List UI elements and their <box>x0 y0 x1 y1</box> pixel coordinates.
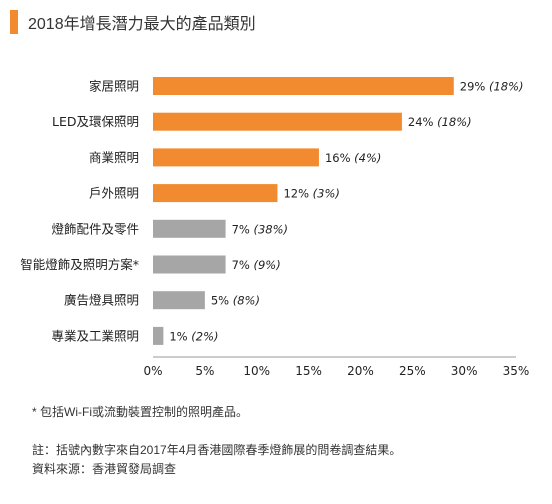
bar <box>153 77 454 95</box>
footnote: * 包括Wi-Fi或流動裝置控制的照明產品。 <box>32 405 248 419</box>
x-tick-label: 30% <box>451 364 478 378</box>
data-label: 7% (9%) <box>232 258 281 272</box>
x-tick-label: 10% <box>243 364 270 378</box>
bar-chart: 家居照明 29% (18%) LED及環保照明 24% (18%) 商業照明 16% (4… <box>20 77 530 378</box>
source-text: 資料來源：香港貿發局調查 <box>32 462 177 476</box>
bar <box>153 219 226 238</box>
title-bar: 2018年增長潛力最大的產品類別 <box>10 10 256 34</box>
note-text: 註：括號內數字來自2017年4月香港國際春季燈飾展的問卷調查結果。 <box>32 443 402 457</box>
x-tick-label: 35% <box>503 364 530 378</box>
data-label: 24% (18%) <box>408 115 472 129</box>
title-accent-bar <box>10 10 18 34</box>
category-label: 戶外照明 <box>89 186 139 201</box>
data-label: 12% (3%) <box>283 187 339 201</box>
data-label: 5% (8%) <box>211 294 260 308</box>
x-tick-label: 0% <box>143 364 162 378</box>
category-label: 家居照明 <box>89 79 139 94</box>
bar <box>153 148 319 167</box>
bar <box>153 291 205 310</box>
bar <box>153 112 402 131</box>
data-label: 7% (38%) <box>232 222 288 236</box>
x-tick-label: 20% <box>347 364 374 378</box>
bar <box>153 326 164 345</box>
data-label: 29% (18%) <box>460 80 524 94</box>
x-tick-label: 15% <box>295 364 322 378</box>
data-label: 16% (4%) <box>325 151 381 165</box>
category-label: 智能燈飾及照明方案* <box>20 257 139 272</box>
category-label: 廣告燈具照明 <box>64 293 139 308</box>
x-tick-label: 25% <box>399 364 426 378</box>
category-label: 專業及工業照明 <box>51 328 139 343</box>
x-tick-label: 5% <box>195 364 214 378</box>
data-label: 1% (2%) <box>169 329 218 343</box>
category-label: 燈飾配件及零件 <box>51 221 139 236</box>
category-label: LED及環保照明 <box>52 114 139 129</box>
chart-title: 2018年增長潛力最大的產品類別 <box>28 16 256 33</box>
category-label: 商業照明 <box>89 150 139 165</box>
bar <box>153 255 226 274</box>
bar <box>153 184 278 203</box>
